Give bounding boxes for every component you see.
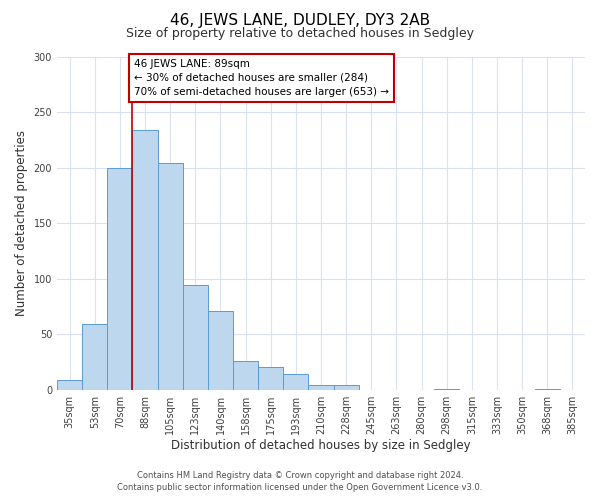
Bar xyxy=(183,286,208,390)
Bar xyxy=(308,386,334,390)
Bar xyxy=(258,368,283,390)
Text: 46 JEWS LANE: 89sqm
← 30% of detached houses are smaller (284)
70% of semi-detac: 46 JEWS LANE: 89sqm ← 30% of detached ho… xyxy=(134,58,389,96)
X-axis label: Distribution of detached houses by size in Sedgley: Distribution of detached houses by size … xyxy=(171,440,471,452)
Bar xyxy=(334,386,359,390)
Text: 46, JEWS LANE, DUDLEY, DY3 2AB: 46, JEWS LANE, DUDLEY, DY3 2AB xyxy=(170,12,430,28)
Bar xyxy=(107,168,133,390)
Bar xyxy=(208,311,233,390)
Text: Size of property relative to detached houses in Sedgley: Size of property relative to detached ho… xyxy=(126,28,474,40)
Bar xyxy=(434,388,459,390)
Bar xyxy=(82,324,107,390)
Bar xyxy=(158,163,183,390)
Text: Contains HM Land Registry data © Crown copyright and database right 2024.
Contai: Contains HM Land Registry data © Crown c… xyxy=(118,471,482,492)
Bar xyxy=(233,361,258,390)
Bar xyxy=(133,130,158,390)
Bar xyxy=(57,380,82,390)
Bar xyxy=(283,374,308,390)
Y-axis label: Number of detached properties: Number of detached properties xyxy=(15,130,28,316)
Bar xyxy=(535,388,560,390)
